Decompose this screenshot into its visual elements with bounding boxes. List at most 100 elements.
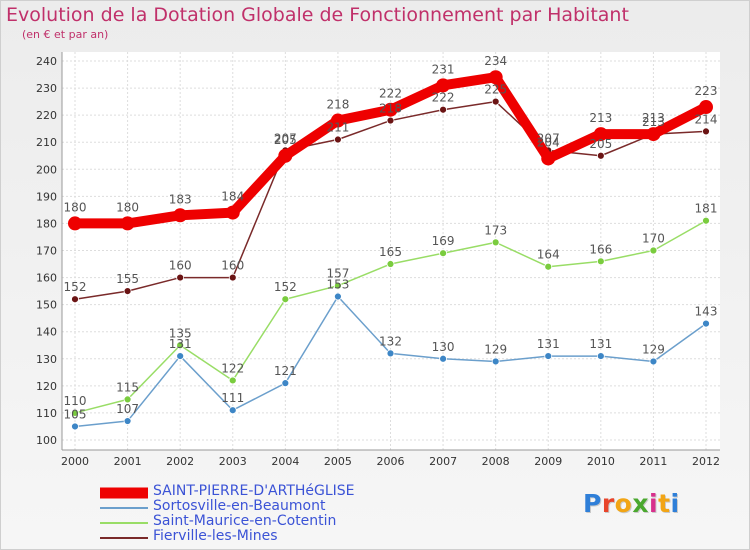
data-label: 121 [274, 364, 297, 378]
y-tick-label: 220 [36, 109, 57, 122]
data-point [649, 357, 658, 366]
data-point [71, 422, 79, 431]
data-label: 180 [64, 200, 87, 214]
data-point [71, 409, 79, 417]
data-point [544, 352, 553, 360]
y-tick-label: 190 [36, 190, 57, 203]
data-label: 184 [221, 190, 244, 204]
data-label: 205 [274, 133, 297, 147]
data-label: 213 [589, 111, 612, 125]
x-tick-label: 2006 [377, 455, 405, 468]
data-point [123, 395, 132, 404]
chart-subtitle: (en € et par an) [22, 28, 109, 41]
y-tick-label: 150 [36, 299, 57, 312]
data-point [491, 97, 500, 106]
legend-swatch [100, 506, 148, 509]
x-tick-label: 2008 [482, 455, 510, 468]
legend-label: Saint-Maurice-en-Cotentin [153, 513, 337, 529]
data-label: 157 [326, 267, 349, 281]
data-label: 132 [379, 334, 402, 348]
data-label: 160 [221, 259, 244, 273]
y-tick-label: 240 [36, 55, 57, 68]
data-point [702, 319, 710, 328]
x-tick-label: 2012 [692, 455, 720, 468]
data-label: 205 [589, 137, 612, 151]
data-point [702, 127, 710, 136]
data-label: 153 [326, 278, 349, 292]
data-label: 183 [169, 192, 192, 206]
data-point [176, 341, 185, 350]
x-tick-label: 2010 [587, 455, 615, 468]
data-point [225, 205, 240, 220]
data-label: 129 [484, 342, 507, 356]
data-point [596, 352, 605, 360]
data-label: 211 [326, 121, 349, 135]
legend-swatch [100, 487, 148, 498]
data-label: 180 [116, 200, 139, 214]
data-label: 222 [379, 87, 402, 101]
data-label: 169 [432, 234, 455, 248]
data-label: 131 [169, 337, 192, 351]
data-label: 122 [221, 361, 244, 375]
data-label: 155 [116, 272, 139, 286]
data-point [699, 100, 713, 115]
data-point [593, 127, 608, 142]
data-label: 143 [695, 305, 718, 319]
data-point [330, 113, 345, 128]
legend-label: Fierville-les-Mines [153, 528, 278, 544]
data-point [439, 249, 447, 258]
data-label: 214 [695, 112, 718, 126]
legend-swatch [100, 536, 148, 539]
data-point [439, 105, 447, 114]
x-tick-label: 2004 [271, 455, 299, 468]
data-label: 207 [274, 131, 297, 145]
data-label: 160 [169, 259, 192, 273]
data-point [386, 116, 395, 125]
data-label: 166 [589, 242, 612, 256]
data-point [491, 238, 500, 247]
x-tick-label: 2000 [61, 455, 89, 468]
data-label: 105 [64, 407, 87, 421]
data-label: 110 [64, 394, 87, 408]
data-point [386, 349, 395, 358]
data-label: 231 [432, 62, 455, 76]
data-label: 152 [274, 280, 297, 294]
data-point [649, 246, 658, 255]
x-tick-label: 2007 [429, 455, 457, 468]
data-point [702, 216, 710, 225]
data-label: 218 [326, 98, 349, 112]
y-tick-label: 160 [36, 272, 57, 285]
data-point [541, 151, 556, 166]
y-tick-label: 100 [36, 434, 57, 447]
y-tick-label: 180 [36, 217, 57, 230]
data-label-layer: 105 107 131 111 121 153 132 130 129 131 131 129 143 1… [64, 54, 718, 421]
data-point [596, 257, 605, 266]
data-label: 204 [537, 135, 560, 149]
data-point [544, 262, 553, 271]
x-tick-label: 2011 [639, 455, 667, 468]
y-tick-label: 230 [36, 82, 57, 95]
data-point [120, 216, 135, 231]
data-point [228, 273, 237, 282]
data-label: 234 [484, 54, 507, 68]
x-tick-label: 2003 [219, 455, 247, 468]
data-label: 181 [695, 202, 718, 216]
data-label: 129 [642, 342, 665, 356]
data-point [281, 295, 290, 304]
data-label: 225 [484, 83, 507, 97]
data-label: 107 [116, 402, 139, 416]
data-label: 135 [169, 326, 192, 340]
data-point [436, 78, 451, 93]
series-layer [68, 70, 713, 431]
y-tick-label: 210 [36, 136, 57, 149]
data-label: 164 [537, 248, 560, 262]
legend-label: Sortosville-en-Beaumont [153, 498, 326, 514]
data-point [176, 273, 185, 282]
data-point [491, 357, 500, 366]
data-point [334, 135, 342, 144]
chart-title: Evolution de la Dotation Globale de Fonc… [6, 4, 629, 26]
data-label: 207 [537, 131, 560, 145]
data-label: 213 [642, 111, 665, 125]
axis-layer: 100 110 120 130 140 150 160 170 180 190 200 210 220 2… [36, 52, 720, 468]
